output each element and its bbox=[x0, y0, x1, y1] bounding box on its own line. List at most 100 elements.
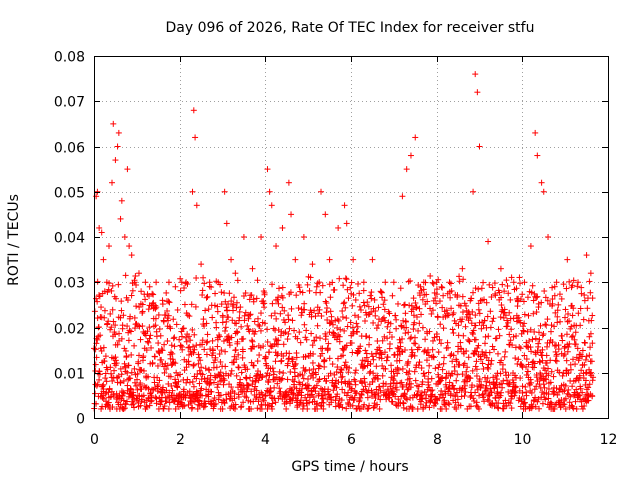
data-point bbox=[342, 359, 349, 366]
data-point bbox=[316, 306, 323, 313]
data-point bbox=[181, 285, 188, 292]
data-point bbox=[460, 276, 467, 283]
data-point bbox=[116, 330, 123, 337]
data-point bbox=[513, 285, 520, 292]
data-point bbox=[199, 337, 206, 344]
data-point bbox=[524, 294, 531, 301]
data-point bbox=[343, 392, 350, 399]
data-point bbox=[236, 308, 243, 315]
data-point bbox=[189, 343, 196, 350]
data-point bbox=[199, 292, 206, 299]
data-point bbox=[465, 354, 472, 361]
data-point bbox=[400, 302, 407, 309]
data-point bbox=[145, 339, 152, 346]
data-point bbox=[486, 349, 493, 356]
data-point bbox=[430, 354, 437, 361]
data-point bbox=[179, 346, 186, 353]
data-point bbox=[376, 344, 383, 351]
data-point bbox=[309, 370, 316, 377]
data-point bbox=[303, 336, 310, 343]
data-point bbox=[498, 302, 505, 309]
data-point bbox=[152, 322, 159, 329]
data-point bbox=[414, 391, 421, 398]
data-point bbox=[312, 388, 319, 395]
data-point bbox=[299, 381, 306, 388]
data-point bbox=[136, 352, 143, 359]
data-point bbox=[332, 380, 339, 387]
data-point bbox=[353, 389, 360, 396]
data-point bbox=[534, 152, 541, 159]
data-point bbox=[354, 328, 361, 335]
data-point bbox=[183, 338, 190, 345]
data-point bbox=[122, 272, 129, 279]
data-point bbox=[441, 397, 448, 404]
data-point bbox=[529, 282, 536, 289]
data-point bbox=[262, 354, 269, 361]
data-point bbox=[497, 370, 504, 377]
data-point bbox=[563, 357, 570, 364]
data-point bbox=[174, 306, 181, 313]
data-point bbox=[235, 364, 242, 371]
data-point bbox=[468, 320, 475, 327]
data-point bbox=[339, 313, 346, 320]
data-point bbox=[450, 352, 457, 359]
data-point bbox=[449, 382, 456, 389]
data-point bbox=[222, 363, 229, 370]
data-point bbox=[416, 359, 423, 366]
data-point bbox=[541, 288, 548, 295]
data-point bbox=[153, 400, 160, 407]
data-point bbox=[505, 388, 512, 395]
data-point bbox=[189, 326, 196, 333]
data-point bbox=[412, 300, 419, 307]
data-point bbox=[455, 322, 462, 329]
data-point bbox=[430, 353, 437, 360]
data-point bbox=[347, 284, 354, 291]
data-point bbox=[453, 405, 460, 412]
data-point bbox=[540, 188, 547, 195]
data-point bbox=[491, 346, 498, 353]
data-point bbox=[476, 143, 483, 150]
data-point bbox=[198, 364, 205, 371]
data-point bbox=[587, 270, 594, 277]
data-point bbox=[381, 297, 388, 304]
data-point bbox=[296, 329, 303, 336]
data-point bbox=[213, 364, 220, 371]
data-point bbox=[118, 307, 125, 314]
data-point bbox=[400, 404, 407, 411]
data-point bbox=[169, 356, 176, 363]
data-point bbox=[369, 378, 376, 385]
data-point bbox=[374, 338, 381, 345]
data-point bbox=[292, 256, 299, 263]
data-point bbox=[295, 305, 302, 312]
data-point bbox=[434, 333, 441, 340]
data-point bbox=[278, 358, 285, 365]
data-point bbox=[439, 284, 446, 291]
data-point bbox=[528, 348, 535, 355]
data-point bbox=[233, 299, 240, 306]
data-point bbox=[145, 306, 152, 313]
data-point bbox=[519, 291, 526, 298]
data-point bbox=[319, 350, 326, 357]
data-point bbox=[363, 350, 370, 357]
data-point bbox=[276, 285, 283, 292]
data-point bbox=[245, 315, 252, 322]
data-point bbox=[129, 287, 136, 294]
data-point bbox=[327, 370, 334, 377]
data-point bbox=[290, 390, 297, 397]
data-point bbox=[234, 329, 241, 336]
data-point bbox=[413, 314, 420, 321]
data-point bbox=[126, 243, 133, 250]
data-point bbox=[350, 256, 357, 263]
data-point bbox=[92, 390, 99, 397]
data-point bbox=[165, 380, 172, 387]
data-point bbox=[572, 329, 579, 336]
data-point bbox=[208, 388, 215, 395]
data-point bbox=[490, 315, 497, 322]
data-point bbox=[474, 383, 481, 390]
data-point bbox=[168, 342, 175, 349]
data-point bbox=[392, 393, 399, 400]
data-point bbox=[239, 348, 246, 355]
data-point bbox=[204, 293, 211, 300]
data-point bbox=[411, 319, 418, 326]
data-point bbox=[135, 360, 142, 367]
